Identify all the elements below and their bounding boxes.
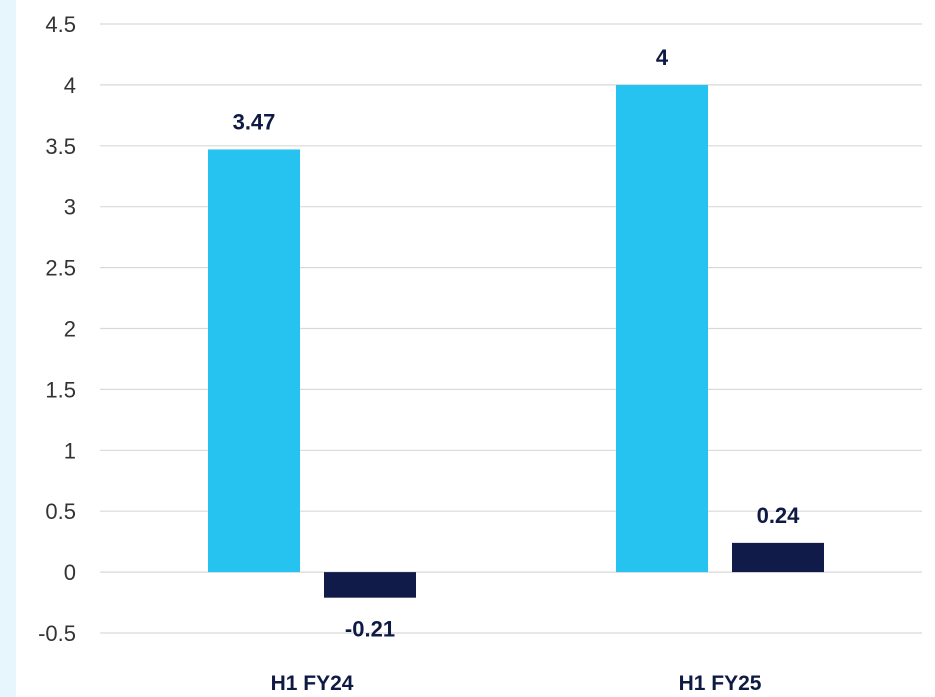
- y-tick-label: 0: [64, 560, 76, 585]
- y-axis-ticks: -0.5 0 0.5 1 1.5 2 2.5 3 3.5 4 4.5: [38, 12, 76, 646]
- y-tick-label: 0.5: [45, 499, 76, 524]
- left-accent-strip: [0, 0, 16, 697]
- bar: [324, 572, 416, 598]
- y-tick-label: 1: [64, 438, 76, 463]
- data-label: 3.47: [233, 109, 276, 134]
- y-tick-label: -0.5: [38, 621, 76, 646]
- bars: [208, 84, 824, 598]
- y-tick-label: 1.5: [45, 377, 76, 402]
- y-tick-label: 3.5: [45, 134, 76, 159]
- y-tick-label: 3: [64, 195, 76, 220]
- bar: [208, 149, 300, 573]
- x-axis-categories: H1 FY24 H1 FY25: [271, 672, 762, 695]
- y-tick-label: 2: [64, 317, 76, 342]
- bar: [616, 84, 708, 573]
- data-label: 0.24: [757, 503, 801, 528]
- y-tick-label: 4: [64, 73, 76, 98]
- x-category-label: H1 FY25: [679, 672, 762, 695]
- gridlines: [100, 23, 922, 634]
- data-label: 4: [656, 45, 669, 70]
- x-category-label: H1 FY24: [271, 672, 354, 695]
- data-label: -0.21: [345, 617, 395, 642]
- data-labels: 3.47 4 -0.21 0.24: [233, 45, 801, 642]
- y-tick-label: 4.5: [45, 12, 76, 37]
- bar: [732, 542, 824, 573]
- y-tick-label: 2.5: [45, 256, 76, 281]
